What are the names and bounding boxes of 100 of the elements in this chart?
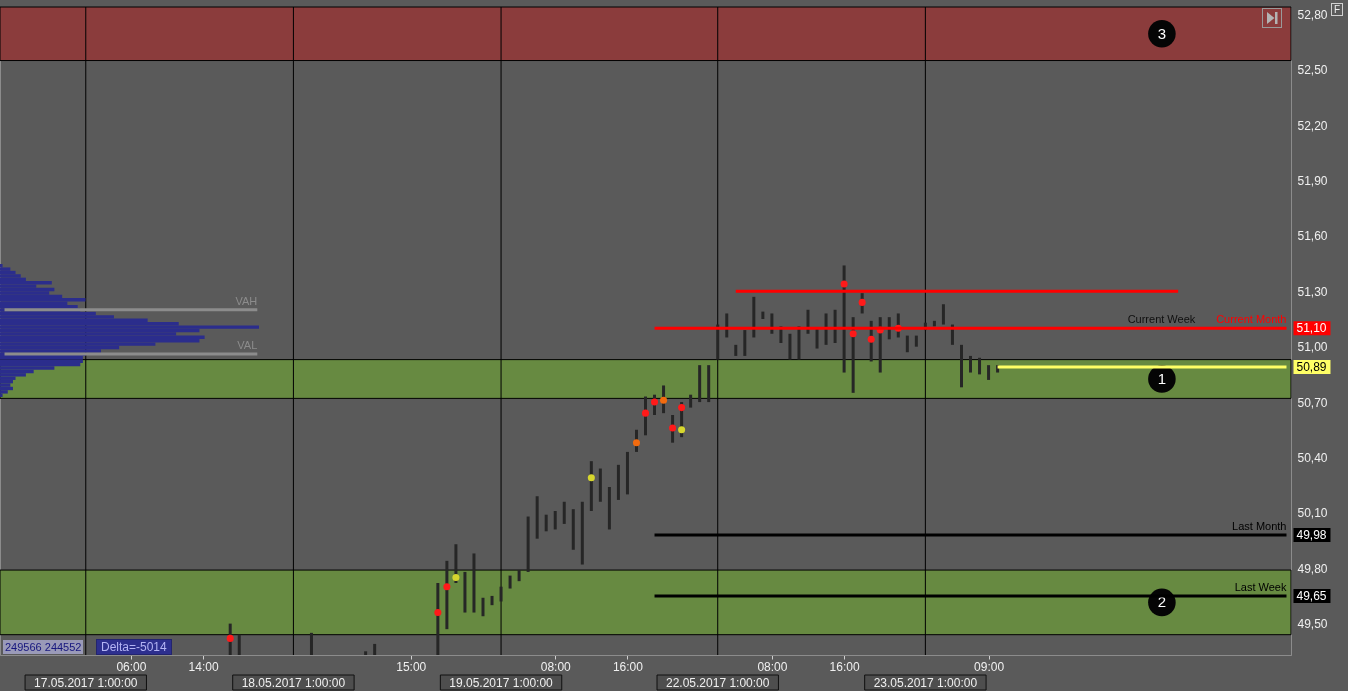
band-label: 3	[1157, 24, 1167, 42]
y-tick-label: 51,00	[1297, 340, 1328, 355]
x-tick-label: 09:00	[974, 659, 1005, 674]
x-tick-label: 23.05.2017 1:00:00	[873, 676, 978, 690]
point	[669, 424, 677, 432]
bar	[0, 298, 86, 302]
bar	[689, 394, 693, 408]
bar	[743, 330, 747, 356]
bar	[481, 597, 485, 617]
bar	[436, 583, 440, 655]
bar	[978, 357, 982, 375]
annotation: Delta=-5014	[96, 639, 172, 655]
y-tick-label: 49,80	[1297, 561, 1328, 576]
bar	[490, 595, 494, 606]
y-tick-label: 51,90	[1297, 174, 1328, 189]
bar	[969, 355, 973, 373]
bar	[752, 296, 756, 338]
point	[660, 396, 668, 404]
bar	[517, 570, 521, 582]
bar	[625, 451, 629, 495]
bar	[761, 311, 765, 319]
point	[452, 573, 460, 581]
band-label: 1	[1157, 370, 1167, 387]
y-tick-label: 51,30	[1297, 284, 1328, 299]
y-tick-label: 50,40	[1297, 450, 1328, 465]
x-tick-label: 08:00	[757, 659, 788, 674]
y-tick-label: 50,10	[1297, 506, 1328, 521]
point	[434, 609, 442, 617]
bar	[472, 553, 476, 613]
series-label: Last Month	[1232, 520, 1287, 532]
data-label: 50,89	[1296, 360, 1327, 374]
data-label: 49,65	[1296, 588, 1327, 603]
bar	[373, 643, 377, 655]
point	[443, 583, 451, 591]
bar	[788, 333, 792, 360]
y-tick-label: 52,20	[1297, 118, 1328, 133]
bar	[824, 313, 828, 345]
x-tick-label: 16:00	[612, 659, 644, 674]
bar	[499, 586, 503, 602]
bar	[535, 496, 539, 539]
bar	[734, 344, 738, 356]
bar	[987, 365, 991, 380]
bar	[698, 365, 702, 403]
point	[632, 439, 641, 447]
bar	[598, 468, 602, 502]
bar	[544, 514, 548, 532]
x-tick-label: 18.05.2017 1:00:00	[241, 676, 346, 690]
bar	[905, 335, 909, 353]
series-label: Current Month	[1216, 313, 1287, 326]
series-label: Last Week	[1234, 580, 1287, 593]
band-label: 2	[1157, 593, 1167, 611]
bar	[959, 344, 963, 388]
bar	[707, 365, 711, 403]
x-tick-label: 19.05.2017 1:00:00	[449, 676, 554, 690]
bar	[716, 324, 720, 360]
annotation: 249566 244552	[3, 640, 84, 654]
y-tick-label: 52,50	[1297, 63, 1328, 78]
x-tick-label: 22.05.2017 1:00:00	[666, 676, 770, 690]
point	[678, 426, 686, 434]
point	[678, 404, 686, 412]
bar	[607, 487, 611, 530]
bar	[833, 309, 837, 343]
bar	[237, 634, 241, 655]
bar	[580, 501, 584, 565]
y-tick-label: 52,80	[1297, 7, 1328, 22]
data-label: 49,98	[1296, 528, 1327, 542]
point	[226, 634, 234, 642]
point	[849, 330, 857, 338]
bar	[463, 571, 467, 613]
bar	[364, 651, 368, 655]
point	[641, 409, 650, 417]
bar	[553, 511, 557, 530]
text: F	[1331, 3, 1344, 16]
point	[650, 398, 659, 406]
y-tick-label: 50,70	[1297, 395, 1328, 410]
x-tick-label: 17.05.2017 1:00:00	[34, 676, 138, 690]
bar	[309, 632, 313, 655]
bar	[914, 335, 918, 347]
data-label: 51,10	[1296, 321, 1327, 336]
x-tick-label: 06:00	[116, 659, 147, 674]
bar	[797, 326, 801, 360]
x-tick-label: 16:00	[829, 659, 860, 674]
x-tick-label: 08:00	[540, 659, 572, 674]
x-tick-label: 15:00	[396, 659, 427, 674]
point	[587, 474, 595, 482]
bar	[0, 325, 259, 329]
x-tick-label: 14:00	[188, 659, 219, 674]
bar	[941, 304, 945, 325]
bar	[815, 328, 819, 349]
point	[867, 335, 875, 343]
bar	[508, 575, 512, 589]
bar	[571, 509, 575, 550]
bar	[526, 516, 530, 572]
y-tick-label: 51,60	[1297, 229, 1328, 244]
y-tick-label: 49,50	[1297, 617, 1328, 632]
point	[858, 298, 866, 306]
bar	[616, 464, 620, 500]
annotation: Current Week	[1127, 313, 1196, 326]
bar	[562, 501, 566, 524]
point	[840, 280, 848, 288]
